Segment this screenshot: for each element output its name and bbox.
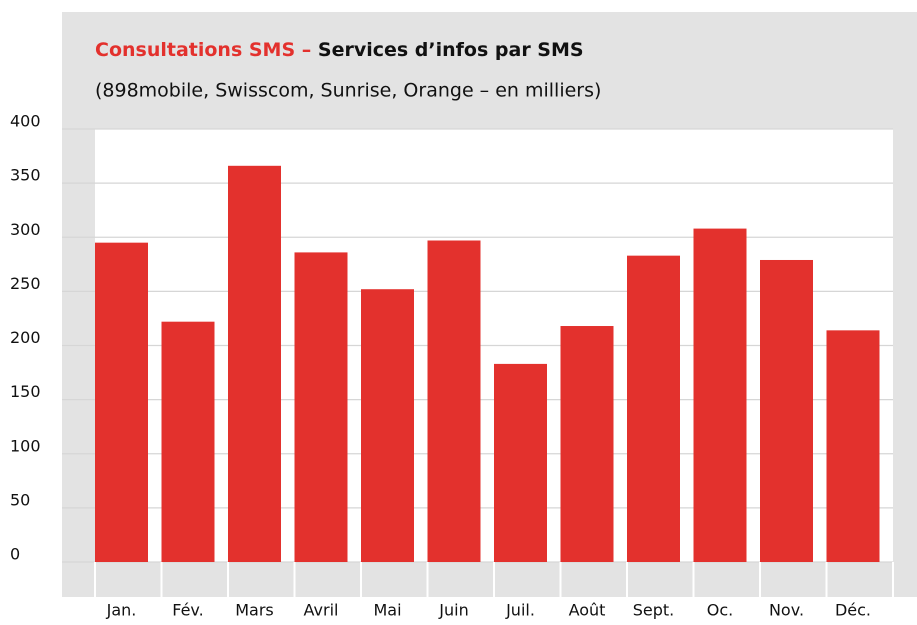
bar (627, 255, 680, 562)
bar (427, 240, 481, 562)
bar (693, 228, 747, 562)
x-tick-label: Juin (438, 601, 468, 620)
bar (760, 259, 813, 562)
y-tick-label: 50 (10, 490, 30, 509)
x-tick-label: Déc. (835, 601, 871, 620)
y-tick-label: 300 (10, 220, 41, 239)
x-tick-label: Fév. (172, 601, 203, 620)
x-tick-label: Oc. (707, 601, 733, 620)
bar (95, 242, 148, 562)
bar (161, 321, 215, 562)
chart-subtitle: (898mobile, Swisscom, Sunrise, Orange – … (95, 80, 601, 102)
y-tick-label: 350 (10, 166, 41, 185)
bar (228, 165, 281, 562)
x-tick-label: Jan. (106, 601, 137, 620)
x-tick-label: Août (569, 601, 606, 620)
bar (294, 252, 348, 562)
bar (494, 363, 547, 562)
x-tick-label: Mars (235, 601, 274, 620)
chart-title: Consultations SMS – Services d’infos par… (95, 39, 584, 61)
title-main: Services d’infos par SMS (318, 39, 584, 61)
bar (361, 289, 414, 562)
y-tick-label: 250 (10, 274, 41, 293)
y-tick-label: 0 (10, 545, 20, 564)
x-tick-label: Juil. (505, 601, 535, 620)
bar (826, 330, 880, 562)
x-tick-label: Avril (304, 601, 339, 620)
title-lead: Consultations SMS – (95, 39, 311, 61)
x-tick-label: Sept. (633, 601, 675, 620)
y-tick-label: 400 (10, 112, 41, 131)
x-tick-label: Nov. (769, 601, 804, 620)
y-tick-label: 150 (10, 382, 41, 401)
bar (560, 326, 614, 562)
y-tick-label: 200 (10, 328, 41, 347)
x-tick-label: Mai (373, 601, 401, 620)
y-tick-label: 100 (10, 436, 41, 455)
